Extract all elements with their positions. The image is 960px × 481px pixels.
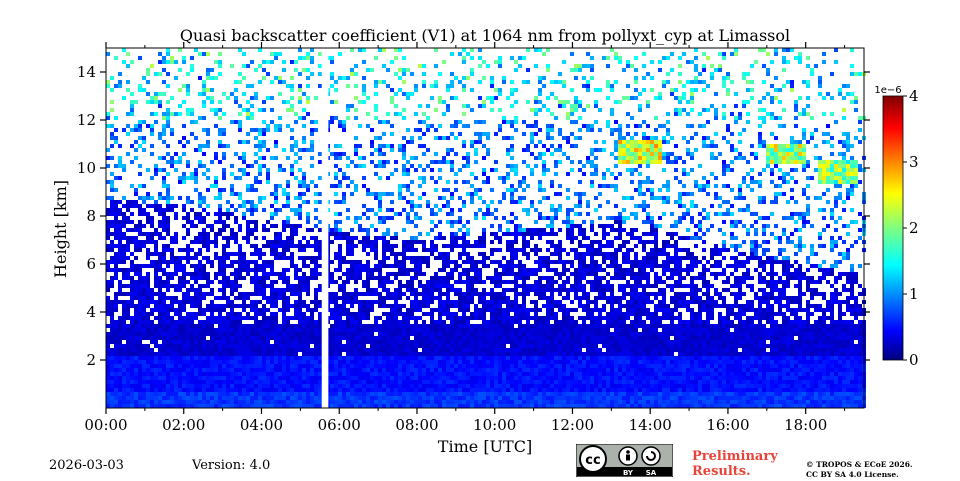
- badge-sa-text: SA: [646, 469, 657, 477]
- footer-date: 2026-03-03: [49, 458, 124, 473]
- x-tick-label: 06:00: [318, 416, 361, 434]
- x-tick-label: 10:00: [473, 416, 516, 434]
- colorbar-tick-label: 2: [909, 219, 919, 237]
- x-tick-label: 18:00: [784, 416, 827, 434]
- chart-title: Quasi backscatter coefficient (V1) at 10…: [180, 26, 790, 45]
- x-tick-label: 08:00: [395, 416, 438, 434]
- y-tick-label: 4: [86, 303, 96, 321]
- data-gap: [322, 48, 329, 408]
- x-tick-label: 00:00: [84, 416, 127, 434]
- x-tick-label: 16:00: [706, 416, 749, 434]
- preliminary-line-2: Results.: [692, 464, 778, 479]
- copyright-line-1: © TROPOS & ECoE 2026.: [806, 460, 913, 470]
- y-tick-label: 2: [86, 351, 96, 369]
- preliminary-results-notice: Preliminary Results.: [692, 449, 778, 479]
- share-alike-icon: [642, 447, 660, 465]
- colorbar-gradient: [883, 96, 903, 360]
- badge-by-text: BY: [623, 469, 634, 477]
- x-tick-label: 04:00: [240, 416, 283, 434]
- y-axis-label: Height [km]: [51, 180, 70, 278]
- y-tick-label: 14: [77, 63, 96, 81]
- y-tick-label: 6: [86, 255, 96, 273]
- colorbar-tick-label: 0: [909, 351, 919, 369]
- colorbar-tick-label: 3: [909, 153, 919, 171]
- preliminary-line-1: Preliminary: [692, 449, 778, 464]
- footer-version: Version: 4.0: [192, 458, 270, 473]
- colorbar-exponent: 1e−6: [874, 85, 901, 96]
- cc-by-sa-badge: cc BY SA: [576, 444, 673, 477]
- colorbar-tick-label: 4: [909, 87, 919, 105]
- y-tick-label: 8: [86, 207, 96, 225]
- backscatter-heatmap: [106, 48, 866, 408]
- copyright-line-2: CC BY SA 4.0 License.: [806, 470, 913, 480]
- x-tick-label: 14:00: [629, 416, 672, 434]
- x-tick-label: 02:00: [162, 416, 205, 434]
- y-tick-label: 10: [77, 159, 96, 177]
- copyright-notice: © TROPOS & ECoE 2026. CC BY SA 4.0 Licen…: [806, 460, 913, 480]
- x-axis-label: Time [UTC]: [438, 437, 532, 456]
- x-tick-label: 12:00: [551, 416, 594, 434]
- y-tick-label: 12: [77, 111, 96, 129]
- colorbar: 1e−6 0 1 2 3 4: [874, 85, 918, 369]
- colorbar-tick-label: 1: [909, 285, 919, 303]
- data-gaps: [322, 48, 329, 408]
